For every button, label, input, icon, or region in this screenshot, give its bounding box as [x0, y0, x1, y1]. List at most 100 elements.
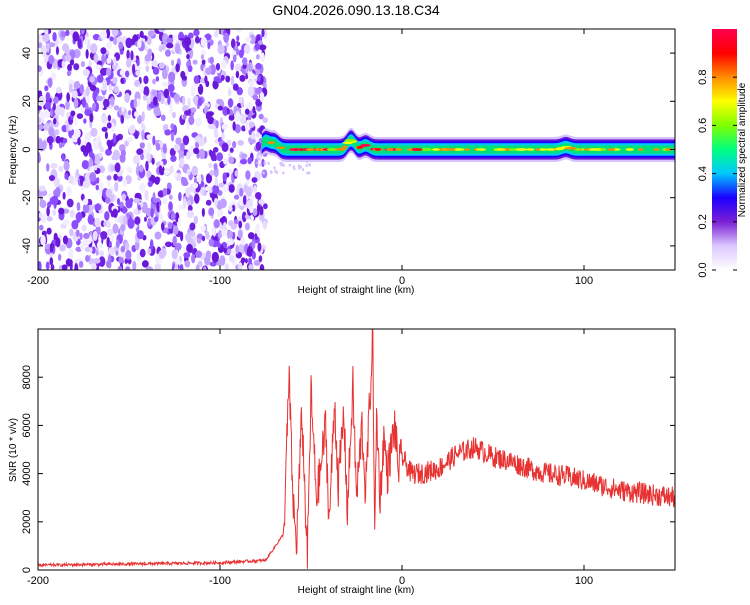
- noise-blob: [211, 227, 215, 236]
- noise-blob: [73, 63, 80, 71]
- noise-blob: [89, 165, 95, 171]
- noise-blob: [151, 90, 158, 97]
- noise-blob: [110, 96, 115, 106]
- noise-blob: [182, 96, 186, 106]
- noise-blob: [297, 164, 301, 168]
- colorbar-tick-label: 0.4: [697, 166, 709, 181]
- noise-blob: [85, 86, 90, 97]
- noise-blob: [205, 199, 212, 206]
- noise-blob: [134, 216, 141, 225]
- noise-blob: [134, 79, 141, 88]
- noise-blob: [93, 154, 101, 165]
- noise-blob: [248, 257, 252, 265]
- snr-background: [38, 329, 675, 570]
- noise-blob: [139, 142, 145, 149]
- noise-blob: [181, 180, 189, 187]
- noise-blob: [173, 93, 181, 103]
- ridge-hotspot: [475, 148, 487, 151]
- noise-blob: [52, 209, 57, 216]
- noise-blob: [38, 123, 44, 131]
- noise-blob: [246, 246, 254, 257]
- noise-blob: [169, 103, 173, 114]
- noise-blob: [179, 263, 184, 270]
- noise-blob: [222, 172, 227, 182]
- snr-series: [38, 329, 675, 569]
- noise-blob: [182, 198, 187, 209]
- noise-blob: [168, 194, 173, 200]
- noise-blob: [260, 52, 265, 63]
- noise-blob: [187, 65, 193, 73]
- noise-blob: [146, 151, 151, 162]
- noise-blob: [141, 201, 148, 213]
- noise-blob: [84, 132, 91, 144]
- noise-blob: [193, 193, 200, 204]
- noise-blob: [255, 62, 262, 70]
- noise-blob: [62, 235, 69, 245]
- noise-blob: [89, 84, 97, 92]
- noise-blob: [102, 79, 108, 90]
- x-tick-label: -200: [27, 275, 49, 287]
- noise-blob: [225, 41, 230, 48]
- noise-blob: [83, 118, 87, 124]
- noise-blob: [228, 156, 235, 165]
- ridge-hotspot: [625, 148, 635, 151]
- noise-blob: [83, 232, 90, 239]
- noise-blob: [95, 249, 99, 256]
- noise-blob: [74, 118, 78, 126]
- noise-blob: [205, 230, 210, 240]
- noise-blob: [263, 161, 266, 165]
- y-tick-label: 0: [21, 567, 33, 573]
- noise-blob: [189, 145, 195, 151]
- noise-blob: [54, 186, 61, 198]
- noise-blob: [249, 205, 254, 214]
- x-tick-label: 0: [399, 575, 405, 587]
- noise-blob: [171, 111, 176, 119]
- noise-blob: [89, 112, 94, 123]
- noise-blob: [177, 217, 181, 227]
- ridge-hotspot: [494, 148, 506, 151]
- noise-blob: [113, 105, 120, 111]
- noise-blob: [186, 54, 190, 60]
- noise-blob: [236, 35, 240, 42]
- noise-blob: [186, 168, 191, 176]
- noise-blob: [116, 198, 121, 205]
- noise-blob: [192, 95, 199, 104]
- y-tick-label: 4000: [21, 461, 33, 485]
- noise-blob: [48, 126, 55, 137]
- noise-blob: [262, 171, 265, 175]
- ridge-hotspot: [653, 148, 660, 151]
- noise-blob: [66, 70, 72, 77]
- ridge-hotspot: [315, 148, 320, 151]
- noise-blob: [211, 184, 220, 195]
- ridge-hotspot: [394, 148, 403, 151]
- noise-blob: [244, 222, 251, 231]
- noise-blob: [292, 165, 295, 169]
- noise-blob: [197, 174, 202, 185]
- noise-blob: [209, 169, 215, 176]
- noise-blob: [50, 264, 55, 270]
- noise-blob: [66, 92, 70, 102]
- noise-blob: [169, 165, 174, 174]
- noise-blob: [221, 123, 228, 130]
- noise-blob: [195, 140, 200, 149]
- noise-blob: [92, 230, 98, 242]
- noise-blob: [200, 54, 204, 60]
- noise-blob: [58, 264, 64, 270]
- noise-blob: [133, 208, 139, 215]
- noise-blob: [186, 121, 190, 130]
- noise-blob: [207, 41, 211, 50]
- noise-blob: [38, 95, 46, 106]
- snr-ylabel: SNR (10 * v/v): [8, 418, 19, 482]
- snr-frame: [37, 328, 676, 571]
- noise-blob: [240, 153, 248, 159]
- noise-blob: [61, 43, 69, 52]
- noise-blob: [175, 242, 182, 251]
- noise-blob: [55, 87, 63, 94]
- noise-blob: [234, 112, 241, 122]
- noise-blob: [68, 175, 74, 184]
- ridge-hotspot: [555, 147, 563, 151]
- noise-blob: [229, 249, 236, 255]
- noise-blob: [151, 60, 158, 67]
- noise-blob: [113, 173, 118, 181]
- noise-blob: [229, 147, 234, 153]
